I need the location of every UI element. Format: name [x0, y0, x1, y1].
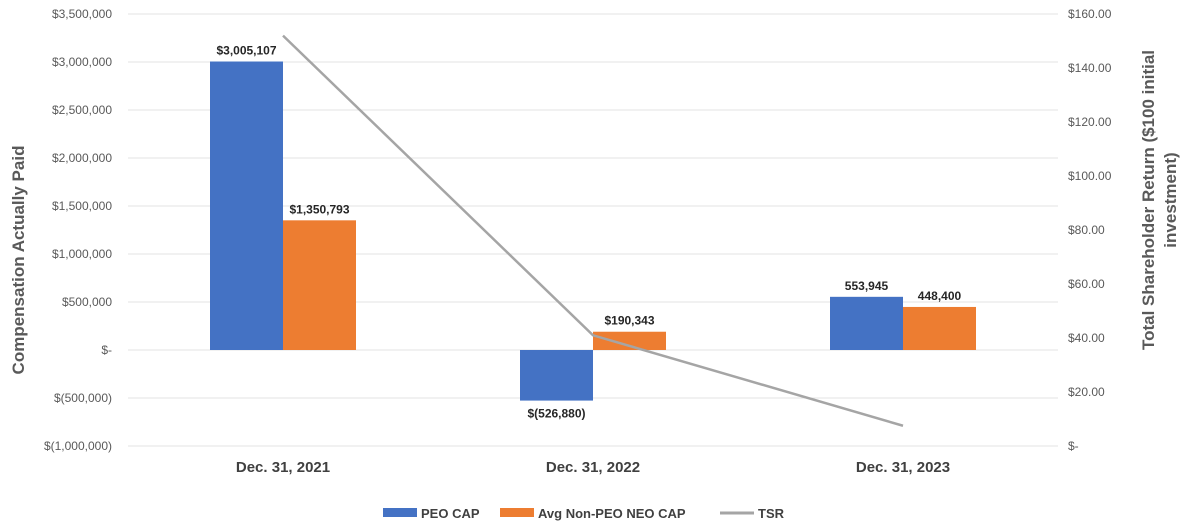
data-label: $190,343 — [604, 314, 654, 328]
y2-tick-label: $- — [1068, 439, 1079, 453]
legend: PEO CAP Avg Non-PEO NEO CAP TSR — [383, 506, 785, 521]
y-tick-label: $(1,000,000) — [44, 439, 112, 453]
right-axis-ticks: $160.00 $140.00 $120.00 $100.00 $80.00 $60.00… — [1068, 7, 1112, 453]
y2-tick-label: $120.00 — [1068, 115, 1112, 129]
bar — [210, 61, 283, 350]
data-label: 553,945 — [845, 279, 889, 293]
data-labels: $3,005,107 $1,350,793 $(526,880) $190,343 55… — [216, 44, 961, 421]
tsr-line-group — [282, 34, 904, 427]
data-label: $3,005,107 — [216, 44, 276, 58]
y-tick-label: $2,500,000 — [52, 103, 112, 117]
bars — [210, 61, 976, 401]
y-tick-label: $1,000,000 — [52, 247, 112, 261]
legend-label-peo-cap: PEO CAP — [421, 506, 480, 521]
data-label: $(526,880) — [527, 407, 585, 421]
y2-tick-label: $20.00 — [1068, 385, 1105, 399]
bar — [903, 306, 976, 350]
y-tick-label: $- — [101, 343, 112, 357]
bar — [283, 220, 356, 350]
y-tick-label: $1,500,000 — [52, 199, 112, 213]
y-tick-label: $2,000,000 — [52, 151, 112, 165]
legend-swatch-peo-cap — [383, 508, 417, 517]
y-axis-title: Compensation Actually Paid — [9, 146, 28, 375]
y2-axis-title-line2: investment) — [1161, 152, 1180, 247]
bar — [593, 331, 666, 350]
bar — [520, 350, 593, 401]
category-labels: Dec. 31, 2021 Dec. 31, 2022 Dec. 31, 2023 — [236, 459, 950, 476]
category-label: Dec. 31, 2022 — [546, 459, 640, 476]
y2-tick-label: $60.00 — [1068, 277, 1105, 291]
data-label: $1,350,793 — [289, 202, 349, 216]
y-tick-label: $500,000 — [62, 295, 112, 309]
data-label: 448,400 — [918, 289, 962, 303]
y2-tick-label: $100.00 — [1068, 169, 1112, 183]
tsr-line — [282, 34, 904, 427]
legend-label-avg-non-peo: Avg Non-PEO NEO CAP — [538, 506, 686, 521]
y-tick-label: $(500,000) — [54, 391, 112, 405]
bar — [830, 296, 903, 350]
y-tick-label: $3,000,000 — [52, 55, 112, 69]
legend-label-tsr: TSR — [758, 506, 785, 521]
y2-tick-label: $160.00 — [1068, 7, 1112, 21]
y2-tick-label: $40.00 — [1068, 331, 1105, 345]
category-label: Dec. 31, 2023 — [856, 459, 950, 476]
category-label: Dec. 31, 2021 — [236, 459, 330, 476]
y-tick-label: $3,500,000 — [52, 7, 112, 21]
y2-axis-title-line1: Total Shareholder Return ($100 initial — [1139, 50, 1158, 350]
left-axis-ticks: $3,500,000 $3,000,000 $2,500,000 $2,000,000… — [44, 7, 112, 453]
y2-tick-label: $140.00 — [1068, 61, 1112, 75]
legend-swatch-avg-non-peo — [500, 508, 534, 517]
y2-tick-label: $80.00 — [1068, 223, 1105, 237]
